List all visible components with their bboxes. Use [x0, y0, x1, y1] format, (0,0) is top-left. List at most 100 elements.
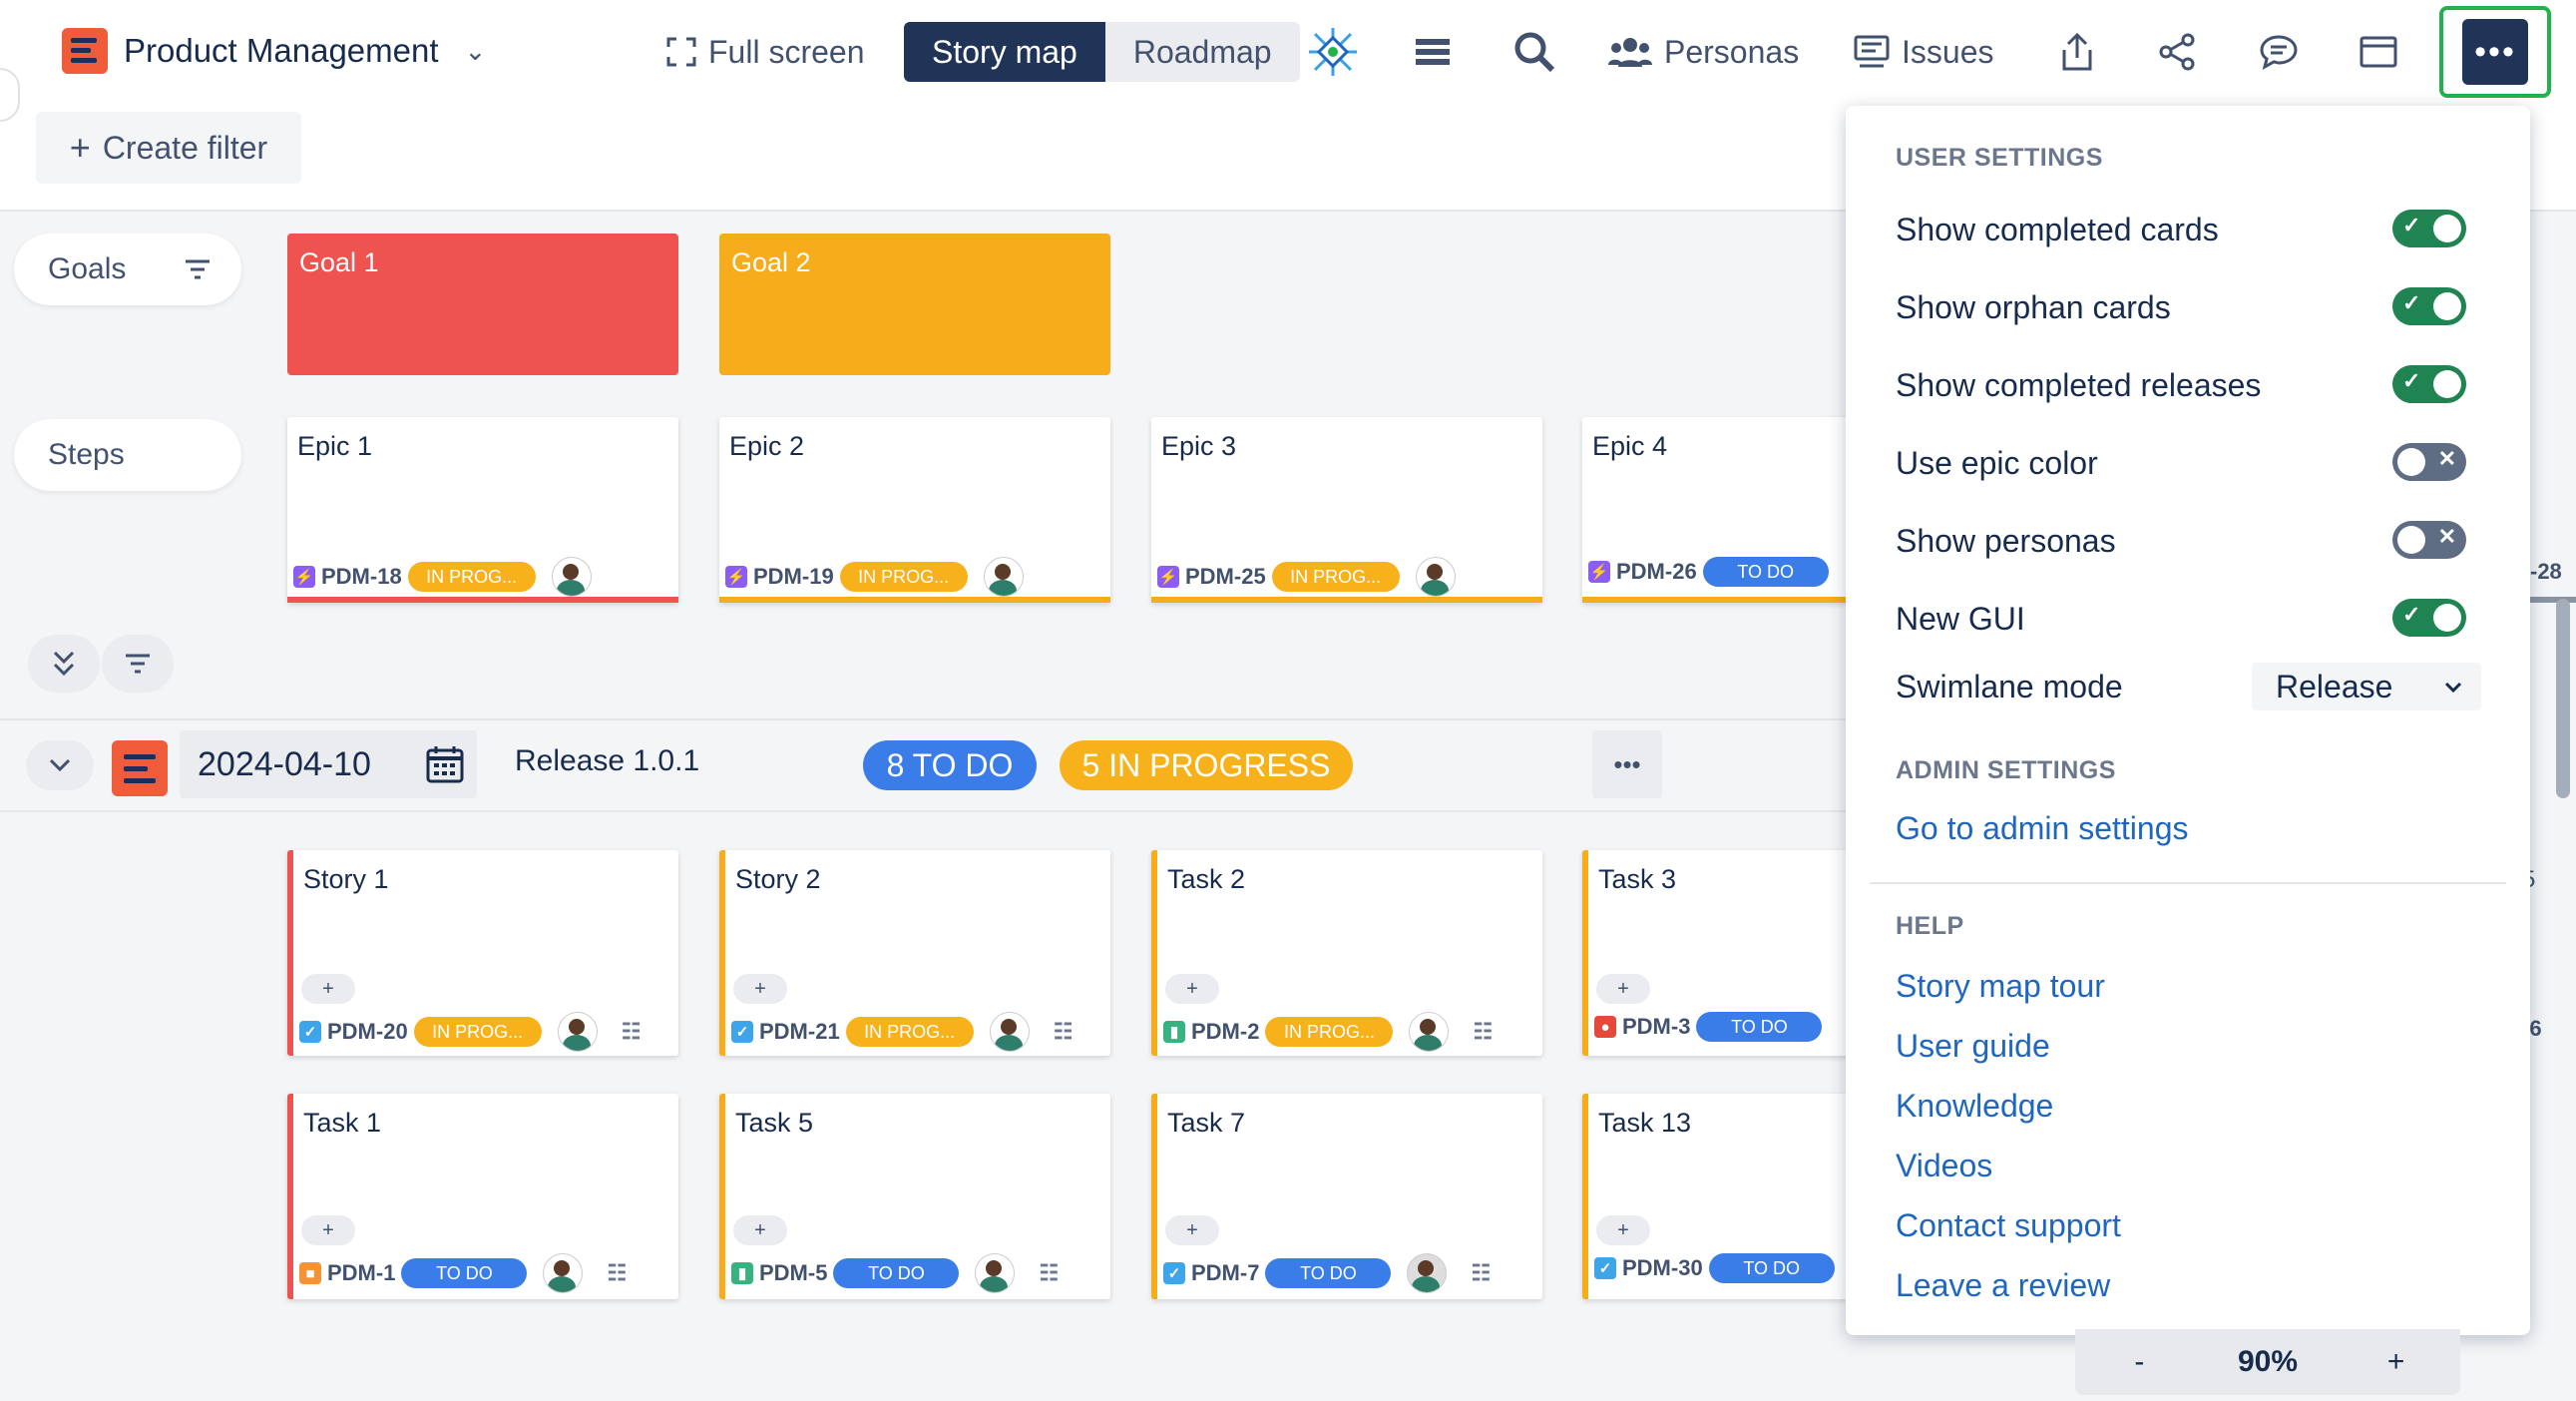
- panel-button[interactable]: [2349, 22, 2408, 82]
- release-name[interactable]: Release 1.0.1: [515, 744, 700, 777]
- goal-card[interactable]: Goal 2: [719, 234, 1110, 375]
- new-gui-toggle[interactable]: ✓: [2392, 599, 2466, 637]
- show-personas-toggle[interactable]: ✕: [2392, 521, 2466, 559]
- avatar[interactable]: [1415, 557, 1456, 597]
- use-epic-color-toggle[interactable]: ✕: [2392, 443, 2466, 481]
- avatar[interactable]: [543, 1253, 584, 1293]
- hierarchy-icon[interactable]: ☷: [621, 1019, 642, 1044]
- hierarchy-icon[interactable]: ☷: [1039, 1260, 1060, 1285]
- add-subtask-button[interactable]: +: [1165, 974, 1219, 1004]
- epic-card[interactable]: Epic 4 ⚡ PDM-26 TO DO: [1582, 417, 1852, 603]
- show-completed-cards-toggle[interactable]: ✓: [2392, 210, 2466, 247]
- avatar[interactable]: [1409, 1012, 1450, 1052]
- goal-card[interactable]: Goal 1: [287, 234, 678, 375]
- status-badge[interactable]: TO DO: [401, 1258, 528, 1288]
- status-badge[interactable]: IN PROG...: [1271, 562, 1400, 592]
- card-title: Task 2: [1167, 864, 1246, 894]
- add-subtask-button[interactable]: +: [733, 1215, 787, 1245]
- steps-row-label[interactable]: Steps: [14, 419, 241, 491]
- show-orphan-cards-toggle[interactable]: ✓: [2392, 287, 2466, 325]
- avatar[interactable]: [983, 557, 1024, 597]
- avatar[interactable]: [551, 557, 592, 597]
- calendar-icon[interactable]: [425, 744, 465, 784]
- show-completed-releases-toggle[interactable]: ✓: [2392, 365, 2466, 403]
- export-button[interactable]: [2047, 22, 2107, 82]
- issues-button[interactable]: Issues: [1854, 22, 1993, 82]
- epic-title: Epic 4: [1592, 431, 1668, 461]
- hierarchy-icon[interactable]: ☷: [607, 1260, 628, 1285]
- integrations-button[interactable]: [1303, 22, 1363, 82]
- list-view-button[interactable]: [1403, 22, 1463, 82]
- zoom-in-button[interactable]: +: [2386, 1345, 2405, 1378]
- hierarchy-icon[interactable]: ☷: [1471, 1260, 1492, 1285]
- filter-icon[interactable]: [184, 257, 212, 281]
- story-card[interactable]: Story 1 + ✓ PDM-20 IN PROG... ☷: [287, 850, 678, 1056]
- status-badge[interactable]: TO DO: [1265, 1258, 1392, 1288]
- status-badge[interactable]: TO DO: [1696, 1012, 1823, 1042]
- more-options-button[interactable]: •••: [2439, 6, 2551, 98]
- status-badge[interactable]: IN PROG...: [1265, 1017, 1394, 1047]
- fullscreen-icon: [666, 37, 696, 67]
- unassigned-avatar[interactable]: [1407, 1253, 1448, 1293]
- collapse-all-button[interactable]: [28, 635, 100, 693]
- story-card[interactable]: Task 2 + ▮ PDM-2 IN PROG... ☷: [1151, 850, 1542, 1056]
- zoom-out-button[interactable]: -: [2134, 1345, 2145, 1378]
- story-card[interactable]: Task 5 + ▮ PDM-5 TO DO ☷: [719, 1094, 1110, 1299]
- story-card[interactable]: Story 2 + ✓ PDM-21 IN PROG... ☷: [719, 850, 1110, 1056]
- contact-support-link[interactable]: Contact support: [1896, 1207, 2121, 1243]
- knowledge-link[interactable]: Knowledge: [1896, 1088, 2054, 1124]
- tab-roadmap[interactable]: Roadmap: [1104, 22, 1300, 82]
- goals-row-label[interactable]: Goals: [14, 234, 241, 305]
- hierarchy-icon[interactable]: ☷: [1053, 1019, 1073, 1044]
- status-badge[interactable]: TO DO: [1708, 1253, 1835, 1283]
- personas-button[interactable]: Personas: [1608, 22, 1799, 82]
- avatar[interactable]: [557, 1012, 598, 1052]
- leave-review-link[interactable]: Leave a review: [1896, 1267, 2111, 1303]
- create-filter-button[interactable]: + Create filter: [36, 112, 301, 184]
- avatar[interactable]: [975, 1253, 1016, 1293]
- user-guide-link[interactable]: User guide: [1896, 1028, 2050, 1064]
- comments-button[interactable]: [2249, 22, 2309, 82]
- story-card[interactable]: Task 13 + ✓ PDM-30 TO DO: [1582, 1094, 1852, 1299]
- fullscreen-button[interactable]: Full screen: [666, 22, 865, 82]
- card-key: PDM-2: [1191, 1019, 1260, 1044]
- project-selector[interactable]: Product Management ⌄: [62, 28, 486, 74]
- collapse-release-button[interactable]: [26, 740, 94, 790]
- release-more-button[interactable]: •••: [1592, 730, 1662, 798]
- status-badge[interactable]: IN PROG...: [845, 1017, 974, 1047]
- admin-settings-link[interactable]: Go to admin settings: [1896, 810, 2189, 846]
- epic-color-bar: [719, 597, 1110, 603]
- videos-link[interactable]: Videos: [1896, 1148, 1993, 1183]
- add-subtask-button[interactable]: +: [301, 974, 355, 1004]
- hierarchy-icon[interactable]: ☷: [1473, 1019, 1494, 1044]
- epic-card[interactable]: Epic 3 ⚡ PDM-25 IN PROG...: [1151, 417, 1542, 603]
- offscreen-epic-bar: [2530, 597, 2576, 603]
- search-button[interactable]: [1504, 22, 1564, 82]
- epic-card[interactable]: Epic 1 ⚡ PDM-18 IN PROG...: [287, 417, 678, 603]
- status-badge[interactable]: TO DO: [1702, 557, 1829, 587]
- add-subtask-button[interactable]: +: [1165, 1215, 1219, 1245]
- release-date-field[interactable]: 2024-04-10: [180, 730, 477, 798]
- vertical-scrollbar[interactable]: [2556, 599, 2570, 798]
- status-badge[interactable]: IN PROG...: [413, 1017, 542, 1047]
- status-badge[interactable]: TO DO: [833, 1258, 960, 1288]
- tab-story-map[interactable]: Story map: [904, 22, 1105, 82]
- toggle-label: New GUI: [1896, 601, 2025, 637]
- swimlane-mode-select[interactable]: Release: [2252, 663, 2481, 710]
- add-subtask-button[interactable]: +: [1596, 1215, 1650, 1245]
- share-button[interactable]: [2147, 22, 2207, 82]
- add-subtask-button[interactable]: +: [1596, 974, 1650, 1004]
- epic-card[interactable]: Epic 2 ⚡ PDM-19 IN PROG...: [719, 417, 1110, 603]
- status-badge[interactable]: IN PROG...: [407, 562, 536, 592]
- avatar[interactable]: [989, 1012, 1030, 1052]
- user-settings-heading: USER SETTINGS: [1896, 144, 2103, 172]
- story-card[interactable]: Task 1 + ■ PDM-1 TO DO ☷: [287, 1094, 678, 1299]
- add-subtask-button[interactable]: +: [733, 974, 787, 1004]
- story-card[interactable]: Task 7 + ✓ PDM-7 TO DO ☷: [1151, 1094, 1542, 1299]
- release-filter-button[interactable]: [102, 635, 174, 693]
- story-card[interactable]: Task 3 + ● PDM-3 TO DO: [1582, 850, 1852, 1056]
- status-badge[interactable]: IN PROG...: [839, 562, 968, 592]
- add-subtask-button[interactable]: +: [301, 1215, 355, 1245]
- checkbox-icon: ✓: [731, 1021, 753, 1043]
- story-map-tour-link[interactable]: Story map tour: [1896, 968, 2105, 1004]
